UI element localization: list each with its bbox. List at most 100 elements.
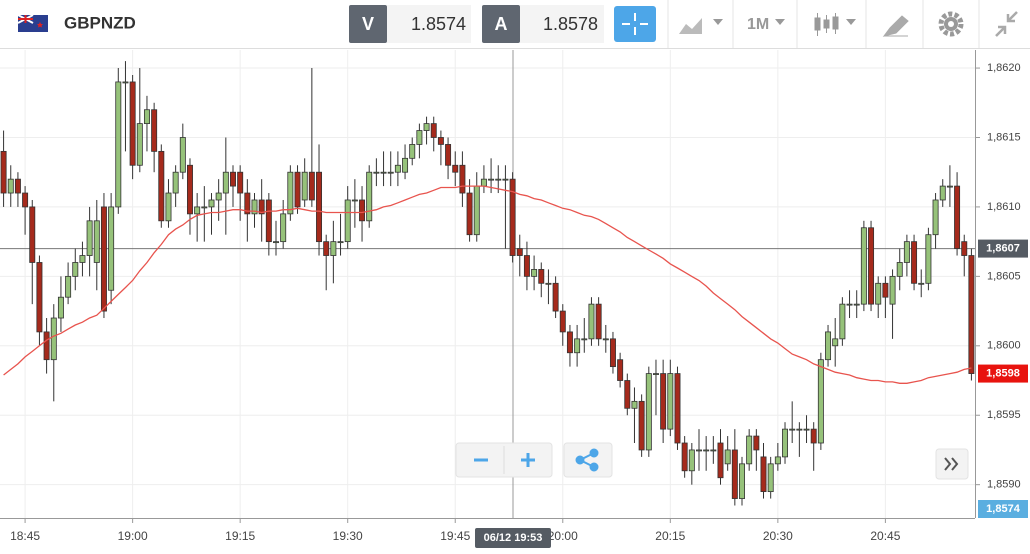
candle-body (602, 338, 609, 341)
candle-body (724, 449, 731, 465)
candle-body (466, 192, 473, 236)
candle-body (22, 192, 29, 208)
candle-body (93, 220, 100, 263)
settings-button[interactable] (938, 11, 964, 37)
bid-box (387, 5, 471, 43)
zoom-in-button[interactable] (521, 453, 535, 467)
candle-body (710, 449, 717, 452)
candle-body (681, 442, 688, 472)
last-price-label: 1,8598 (986, 367, 1020, 379)
candle-body (595, 303, 602, 340)
candle-body (165, 192, 172, 222)
candle-body (323, 241, 330, 256)
candle-body (201, 206, 208, 209)
bid-label: V (362, 14, 374, 34)
y-tick-label: 1,8610 (987, 201, 1021, 213)
candle-body (932, 199, 939, 236)
candle-body (230, 171, 236, 187)
candle-body (753, 435, 760, 451)
candle-body (473, 185, 480, 236)
candle-type-button[interactable] (814, 13, 856, 36)
candle-body (280, 213, 287, 243)
candle-body (667, 373, 674, 430)
y-tick-label: 1,8615 (987, 131, 1021, 143)
candle-body (287, 171, 294, 215)
draw-button[interactable] (882, 15, 909, 37)
candle-body (688, 449, 695, 472)
candle-body (79, 255, 86, 263)
candle-body (215, 192, 222, 201)
share-button[interactable] (563, 442, 613, 478)
share-icon (575, 448, 599, 472)
candle-body (36, 262, 43, 333)
candle-body (57, 296, 64, 319)
candle-body (624, 380, 631, 409)
candle-body (825, 331, 832, 361)
candle-body (50, 317, 57, 361)
candle-body (373, 171, 380, 174)
plot-area: 1,8590 1,8595 1,8600 1,8605 1,8610 1,8615 1,86… (0, 50, 1028, 548)
x-tick-label: 19:00 (118, 529, 148, 543)
candle-body (179, 137, 186, 173)
candle-body (14, 178, 21, 194)
candle-body (588, 303, 595, 340)
y-tick-label: 1,8590 (987, 479, 1021, 491)
candle-body (581, 338, 588, 341)
candle-body (351, 199, 358, 202)
candle-body (882, 282, 889, 298)
candle-body (810, 428, 817, 444)
candle-body (696, 449, 702, 452)
candle-body (445, 144, 452, 166)
candle-body (187, 164, 193, 215)
y-tick-label: 1,8600 (987, 340, 1021, 352)
candle-body (774, 456, 781, 465)
candle-body (789, 428, 796, 431)
candle-body (674, 373, 681, 444)
candle-body (409, 144, 416, 159)
chart-type-button[interactable] (679, 18, 723, 34)
ask-button[interactable] (482, 5, 520, 43)
candle-body (488, 178, 495, 181)
candle-body (860, 227, 867, 305)
candle-body (731, 449, 738, 499)
candle-body (29, 206, 36, 263)
toolbar: GBPNZD V 1.8574 A 1.8578 1M (0, 0, 1030, 49)
crosshair-button[interactable] (614, 6, 656, 42)
candle-body (380, 171, 387, 174)
candle-body (918, 282, 925, 285)
candle-body (222, 171, 229, 194)
symbol: GBPNZD (64, 13, 136, 32)
candle-body (437, 137, 444, 145)
candle-body (703, 449, 710, 452)
candle-body (265, 199, 272, 243)
candle-body (43, 331, 50, 361)
scroll-icon (944, 457, 959, 471)
bid-button[interactable] (349, 5, 387, 43)
collapse-button[interactable] (995, 11, 1018, 37)
candle-body (767, 463, 774, 493)
candle-body (925, 234, 932, 284)
candle-body (954, 185, 961, 249)
candle-body (359, 199, 366, 222)
candle-body (939, 185, 946, 201)
crosshair-time-box (475, 528, 551, 548)
candle-body (122, 81, 129, 84)
x-tick-label: 18:45 (10, 529, 40, 543)
x-tick-label: 19:30 (333, 529, 363, 543)
x-tick-label: 20:30 (763, 529, 793, 543)
candle-body (402, 157, 409, 173)
candle-body (545, 282, 552, 285)
candle-body (875, 282, 882, 305)
scroll-right-button[interactable] (935, 448, 969, 480)
candle-body (86, 220, 93, 256)
candle-body (129, 81, 136, 166)
candle-body (803, 428, 810, 431)
candle-body (889, 275, 896, 305)
timeframe[interactable]: 1M (747, 16, 769, 33)
candle-body (308, 171, 315, 201)
candle-body (172, 171, 179, 194)
candle-body (968, 255, 975, 374)
flag-icon (17, 14, 48, 32)
bid-price-label-box (978, 500, 1028, 518)
ask-box (520, 5, 604, 43)
